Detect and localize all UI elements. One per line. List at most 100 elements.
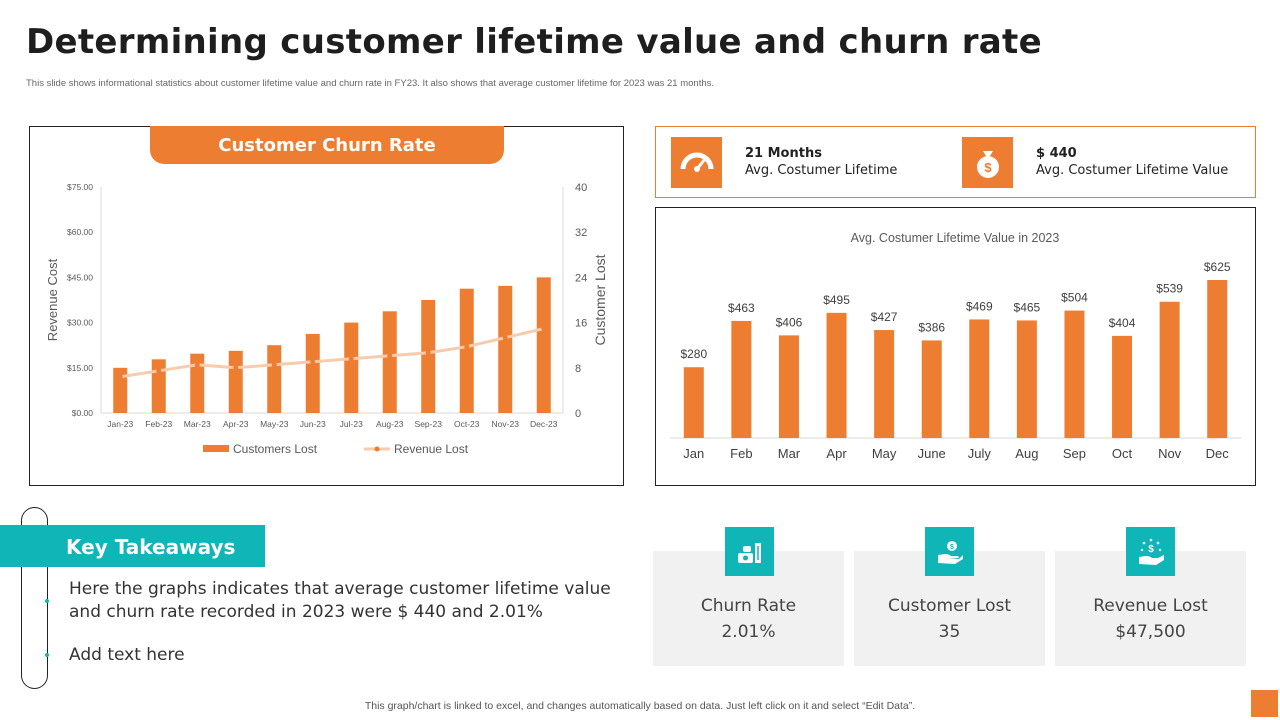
bar-customers-lost [228,350,243,413]
y2-tick-label: 40 [575,182,587,194]
y-tick-label: $0.00 [72,408,94,418]
y2-axis-label: Customer Lost [592,254,608,345]
bullet-dot [45,599,49,603]
point-revenue-lost [348,356,354,362]
bar-customers-lost [382,311,397,413]
data-label: $469 [966,299,993,313]
money-bag-icon: $ [962,137,1013,188]
bar-customers-lost [305,333,320,413]
line-revenue-lost [120,327,545,379]
takeaway-line-3: Add text here [69,645,185,665]
x-tick-label: Nov [1158,446,1182,461]
svg-text:$: $ [950,544,954,551]
corner-accent [1251,690,1278,717]
y-tick-label: $30.00 [67,318,93,328]
data-label: $386 [918,320,945,334]
data-label: $495 [823,293,850,307]
x-tick-label: Aug-23 [376,419,404,429]
bar-customers-lost [421,300,436,413]
x-tick-label: Oct-23 [454,419,480,429]
x-tick-label: May [872,446,897,461]
bar-clv [826,312,847,438]
x-tick-label: Sep-23 [415,419,443,429]
legend-label-customers-lost: Customers Lost [233,442,318,456]
clv-panel: Avg. Costumer Lifetime Value in 2023 $280… [655,207,1256,486]
data-label: $539 [1156,282,1183,296]
point-revenue-lost [464,344,470,350]
stat-value: $47,500 [1115,622,1186,642]
churn-chart-title: Customer Churn Rate [150,126,504,164]
bar-customers-lost [267,345,282,413]
x-tick-label: Oct [1112,446,1133,461]
data-label: $406 [776,315,803,329]
legend-label-revenue-lost: Revenue Lost [394,442,469,456]
point-revenue-lost [117,374,123,380]
churn-rate-panel: Customer Churn Rate $0.00 $15.00 $30.00 $45… [29,126,624,486]
y-tick-label: $15.00 [67,363,93,373]
bar-customers-lost [536,277,551,413]
point-revenue-lost [541,326,547,332]
data-label: $625 [1204,260,1231,274]
stat-value: 35 [938,622,961,642]
takeaway-line-1: Here the graphs indicates that average c… [69,579,611,599]
bullet-dot [45,653,49,657]
x-tick-label: Dec-23 [530,419,558,429]
hand-coin-icon: $ [925,527,974,576]
bar-clv [683,367,704,438]
svg-text:$: $ [984,160,992,175]
y-axis-label: Revenue Cost [45,258,60,341]
bar-clv [1207,280,1228,438]
data-label: $404 [1109,316,1136,330]
y2-tick-label: 24 [575,272,587,284]
bar-customers-lost [113,367,128,413]
point-revenue-lost [233,365,239,371]
x-tick-label: Apr-23 [223,419,249,429]
bar-clv [874,330,895,438]
point-revenue-lost [271,362,277,368]
x-tick-label: May-23 [260,419,289,429]
footer-note: This graph/chart is linked to excel, and… [364,700,916,712]
data-label: $280 [680,347,707,361]
x-tick-label: Dec [1206,446,1230,461]
svg-text:$: $ [1148,544,1154,555]
x-tick-label: Apr [826,446,847,461]
point-revenue-lost [310,359,316,365]
y-tick-label: $45.00 [67,272,93,282]
kpi-clv-label: Avg. Costumer Lifetime Value [1036,163,1229,178]
takeaway-line-2: and churn rate recorded in 2023 were $ 4… [69,602,543,622]
kpi-lifetime-label: Avg. Costumer Lifetime [745,163,898,178]
clv-chart-title: Avg. Costumer Lifetime Value in 2023 [851,231,1060,245]
x-tick-label: June [918,446,946,461]
stat-value: 2.01% [721,622,776,642]
x-tick-label: Nov-23 [492,419,520,429]
x-tick-label: Jul-23 [340,419,363,429]
bar-clv [731,320,752,438]
x-tick-label: Aug [1015,446,1038,461]
x-tick-label: Jan [683,446,704,461]
bar-customers-lost [459,288,474,413]
page-title: Determining customer lifetime value and … [26,22,1042,62]
stat-label: Customer Lost [887,596,1012,616]
legend-swatch-customers-lost [203,445,229,452]
takeaways-outline [21,507,48,689]
x-tick-label: Jan-23 [107,419,133,429]
y2-tick-label: 16 [575,318,587,330]
point-revenue-lost [425,350,431,356]
x-tick-label: Mar-23 [184,419,211,429]
data-label: $504 [1061,291,1088,305]
bar-customers-lost [190,353,205,413]
stat-label: Revenue Lost [1093,596,1208,616]
legend-marker-revenue-lost [374,446,380,452]
point-revenue-lost [194,362,200,368]
x-tick-label: Mar [778,446,801,461]
point-revenue-lost [387,353,393,359]
kpi-strip: 21 Months Avg. Costumer Lifetime $ $ 440… [655,126,1256,198]
bar-customers-lost [151,359,166,413]
x-tick-label: July [968,446,992,461]
bar-clv [1016,320,1037,438]
y2-tick-label: 8 [575,363,581,375]
x-tick-label: Sep [1063,446,1086,461]
point-revenue-lost [156,368,162,374]
kpi-clv-value: $ 440 [1036,146,1077,161]
data-label: $463 [728,301,755,315]
